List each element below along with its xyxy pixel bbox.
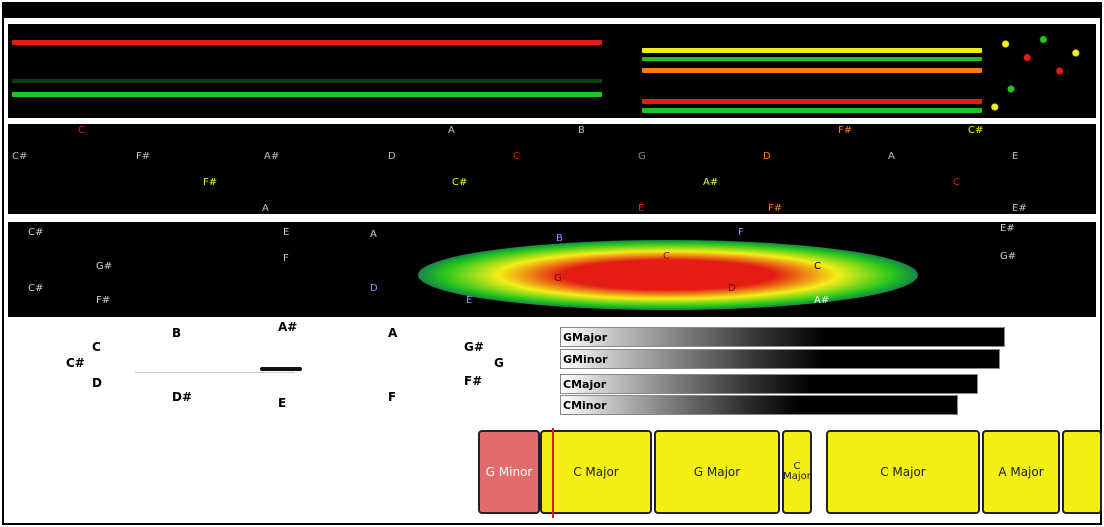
wheel-needle [260,367,302,371]
chroma-label: A# [264,151,280,162]
chroma-label: C [513,151,520,162]
note-label: C [92,340,101,354]
note-label: D# [172,390,193,404]
note-label: A [388,326,398,340]
tonnetz-label: C [663,251,670,262]
chroma-letters-panel: C A B F# C# C# F# A# D C G D A E F# C# A… [8,124,1096,214]
key-bar: CMajor [560,374,978,394]
note-label: C# [66,356,85,370]
tonnetz-label: G [554,273,562,284]
key-bar-label: CMinor [563,399,607,412]
chord-segment[interactable]: G Major [654,430,780,514]
wheel-axis [135,372,295,373]
chroma-meter-panel [8,24,1096,118]
note-label: F# [464,374,483,388]
chroma-label: E [638,203,645,214]
heatmap-blob [418,240,918,310]
meter-bar [642,108,982,113]
chroma-label: D [763,151,771,162]
chroma-label: C [78,125,85,136]
chroma-label: C# [12,151,28,162]
tonnetz-label: B [556,233,563,244]
meter-bar [12,92,602,97]
tonnetz-label: D [370,283,378,294]
chroma-label: F# [136,151,151,162]
chord-segment[interactable] [1062,430,1102,514]
chord-segment[interactable]: G Minor [478,430,540,514]
note-wheel: C C# D B D# A# E A F G# G F# [8,320,504,420]
tonnetz-heatmap-panel: C# G# C# F# F E A D B F C C G D E A# E# … [8,222,1096,317]
tonnetz-label: C [814,261,821,272]
tonnetz-label: F [738,227,744,238]
chord-segment[interactable]: C Major [782,430,812,514]
meter-noise [984,26,1092,116]
tonnetz-label: E# [1000,223,1015,234]
tonnetz-label: C# [28,283,44,294]
meter-bar [642,48,982,53]
key-bar: GMajor [560,327,1005,347]
tonnetz-label: F [283,253,289,264]
top-strip [4,4,1100,18]
meter-bar [12,79,602,83]
key-bar: GMinor [560,349,1000,369]
note-label: A# [278,320,298,334]
key-bar: CMinor [560,395,958,415]
tonnetz-label: D [728,283,736,294]
chord-segment[interactable]: A Major [982,430,1060,514]
key-bar-label: GMajor [563,331,608,344]
tonnetz-label: E [283,227,290,238]
chroma-label: A [448,125,455,136]
tonnetz-label: G# [96,261,113,272]
meter-bar [642,99,982,104]
key-bar-label: CMajor [563,378,607,391]
tonnetz-label: E [466,295,473,306]
key-bar-label: GMinor [563,353,608,366]
meter-bar [642,57,982,61]
playhead-cursor[interactable] [552,428,554,518]
tonnetz-label: G# [1000,251,1017,262]
chroma-label: F# [838,125,853,136]
chroma-label: E# [1012,203,1027,214]
chroma-label: A# [703,177,719,188]
chroma-label: B [578,125,585,136]
chroma-label: A [888,151,895,162]
note-label: F [388,390,397,404]
note-label: E [278,396,287,410]
chroma-label: G [638,151,646,162]
note-label: B [172,326,182,340]
chroma-label: C [953,177,960,188]
chroma-label: F# [768,203,783,214]
meter-bar [642,68,982,73]
note-label: G# [464,340,484,354]
note-label: D [92,376,102,390]
tonnetz-label: A [370,229,377,240]
chord-segment[interactable]: C Major [826,430,980,514]
tonnetz-label: C# [28,227,44,238]
meter-bar [12,40,602,45]
chroma-label: E [1012,151,1019,162]
tonnetz-label: A# [814,295,830,306]
note-label: G [494,356,504,370]
chroma-label: A [262,203,269,214]
chroma-label: F# [203,177,218,188]
chroma-label: C# [452,177,468,188]
chord-segment[interactable]: C Major [540,430,652,514]
chroma-label: D [388,151,396,162]
tonnetz-label: F# [96,295,111,306]
chroma-label: C# [968,125,984,136]
